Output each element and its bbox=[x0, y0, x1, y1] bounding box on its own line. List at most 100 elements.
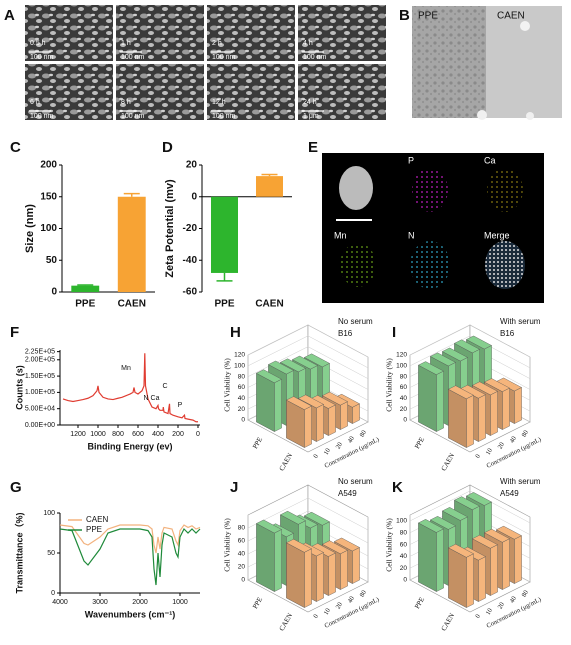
annotation: B16 bbox=[500, 329, 515, 338]
series-label: CAEN bbox=[278, 612, 294, 633]
x-tick-label: 2000 bbox=[132, 599, 148, 606]
grid-line bbox=[247, 324, 369, 358]
bar-shade bbox=[286, 542, 305, 608]
x-tick-label: 3000 bbox=[92, 599, 108, 606]
x-tick-label: 20 bbox=[497, 601, 506, 610]
x-tick-label: 800 bbox=[112, 431, 124, 438]
panel-letter: J bbox=[230, 479, 238, 496]
y-tick-label: -60 bbox=[183, 287, 198, 298]
z-tick-label: 120 bbox=[396, 352, 407, 359]
series-label: PPE bbox=[413, 596, 426, 610]
y-tick-label: 0 bbox=[191, 191, 197, 202]
series-label: CAEN bbox=[440, 612, 456, 633]
y-tick-label: 2.00E+05 bbox=[25, 357, 55, 364]
x-tick-label: 4000 bbox=[52, 599, 68, 606]
x-tick-label: CAEN bbox=[255, 299, 283, 310]
z-tick-label: 100 bbox=[396, 518, 407, 525]
bar bbox=[117, 196, 146, 292]
x-tick-label: 0 bbox=[312, 613, 320, 619]
particle bbox=[520, 21, 530, 31]
bar bbox=[256, 176, 283, 197]
bar bbox=[502, 387, 510, 430]
z-axis-title: Cell Viability (%) bbox=[385, 358, 394, 412]
panel-letter: G bbox=[10, 479, 22, 496]
time-label: 6 h bbox=[30, 99, 40, 106]
x-tick-label: 10 bbox=[323, 607, 332, 616]
scale-label: 100 nm bbox=[30, 54, 54, 61]
x-tick-label: 80 bbox=[521, 589, 530, 598]
panel-letter: H bbox=[230, 324, 241, 341]
x-axis-title: Binding Energy (ev) bbox=[87, 441, 172, 451]
annotation: P bbox=[178, 402, 183, 409]
z-tick-label: 0 bbox=[241, 417, 245, 424]
z-tick-label: 80 bbox=[238, 373, 246, 380]
panel-letter: D bbox=[162, 139, 173, 156]
x-axis-title: Wavenumbers (cm⁻¹) bbox=[85, 609, 175, 619]
y-tick-label: 2.25E+05 bbox=[25, 348, 55, 355]
legend-label: PPE bbox=[86, 525, 102, 534]
z-tick-label: 40 bbox=[400, 553, 408, 560]
grid-line bbox=[409, 324, 531, 358]
x-tick-label: 40 bbox=[509, 595, 518, 604]
eds-map bbox=[410, 241, 450, 289]
y-axis-title: Counts (s) bbox=[14, 365, 24, 410]
z-tick-label: 20 bbox=[400, 565, 408, 572]
x-tick-label: 600 bbox=[132, 431, 144, 438]
bar bbox=[352, 403, 360, 424]
x-tick-label: 80 bbox=[521, 429, 530, 438]
x-tick-label: 0 bbox=[474, 613, 482, 619]
tem-label: CAEN bbox=[497, 11, 525, 22]
bar bbox=[514, 535, 522, 584]
panel-letter: F bbox=[10, 324, 19, 341]
x-tick-label: 10 bbox=[323, 447, 332, 456]
annotation: B16 bbox=[338, 329, 353, 338]
bar bbox=[502, 538, 510, 590]
bar-shade bbox=[418, 365, 437, 432]
bar-shade bbox=[256, 523, 275, 592]
bar bbox=[478, 556, 486, 602]
bar bbox=[340, 549, 348, 590]
z-tick-label: 20 bbox=[238, 406, 246, 413]
annotation: With serum bbox=[500, 477, 541, 486]
z-tick-label: 0 bbox=[403, 417, 407, 424]
scale-label: 100 nm bbox=[121, 54, 145, 61]
z-tick-label: 20 bbox=[400, 406, 408, 413]
tem-image bbox=[412, 6, 486, 118]
bar bbox=[328, 552, 336, 596]
y-tick-label: 50 bbox=[47, 550, 55, 557]
y-tick-label: 0.00E+00 bbox=[25, 422, 55, 429]
bar bbox=[304, 548, 312, 608]
y-axis-title: Transmittance（%) bbox=[14, 512, 24, 593]
x-tick-label: 40 bbox=[347, 595, 356, 604]
z-axis-title: Cell Viability (%) bbox=[223, 358, 232, 412]
grid-line bbox=[409, 490, 531, 524]
x-tick-label: 0 bbox=[196, 431, 200, 438]
y-tick-label: 50 bbox=[46, 255, 58, 266]
bar bbox=[328, 404, 336, 436]
eds-label: Mn bbox=[334, 230, 347, 240]
bar-shade bbox=[448, 389, 467, 448]
eds-label: P bbox=[408, 155, 414, 165]
grid-line bbox=[409, 335, 531, 369]
bar bbox=[490, 391, 498, 436]
bar bbox=[490, 544, 498, 596]
bar bbox=[211, 196, 238, 273]
bar bbox=[316, 404, 324, 442]
y-tick-label: 5.00E+04 bbox=[25, 406, 55, 413]
annotation: N bbox=[143, 395, 148, 402]
z-tick-label: 60 bbox=[400, 541, 408, 548]
y-tick-label: 150 bbox=[40, 191, 57, 202]
legend-label: CAEN bbox=[86, 515, 108, 524]
panel-letter: E bbox=[308, 139, 318, 156]
scale-label: 100 nm bbox=[121, 113, 145, 120]
grid-line bbox=[247, 335, 369, 369]
scale-label: 100 nm bbox=[212, 113, 236, 120]
bar bbox=[352, 547, 360, 584]
annotation: With serum bbox=[500, 317, 541, 326]
x-tick-label: 1000 bbox=[172, 599, 188, 606]
z-tick-label: 60 bbox=[400, 384, 408, 391]
y-tick-label: -40 bbox=[183, 255, 198, 266]
time-label: 1 h bbox=[121, 40, 131, 47]
y-tick-label: 0 bbox=[51, 590, 55, 597]
bar bbox=[478, 394, 486, 442]
